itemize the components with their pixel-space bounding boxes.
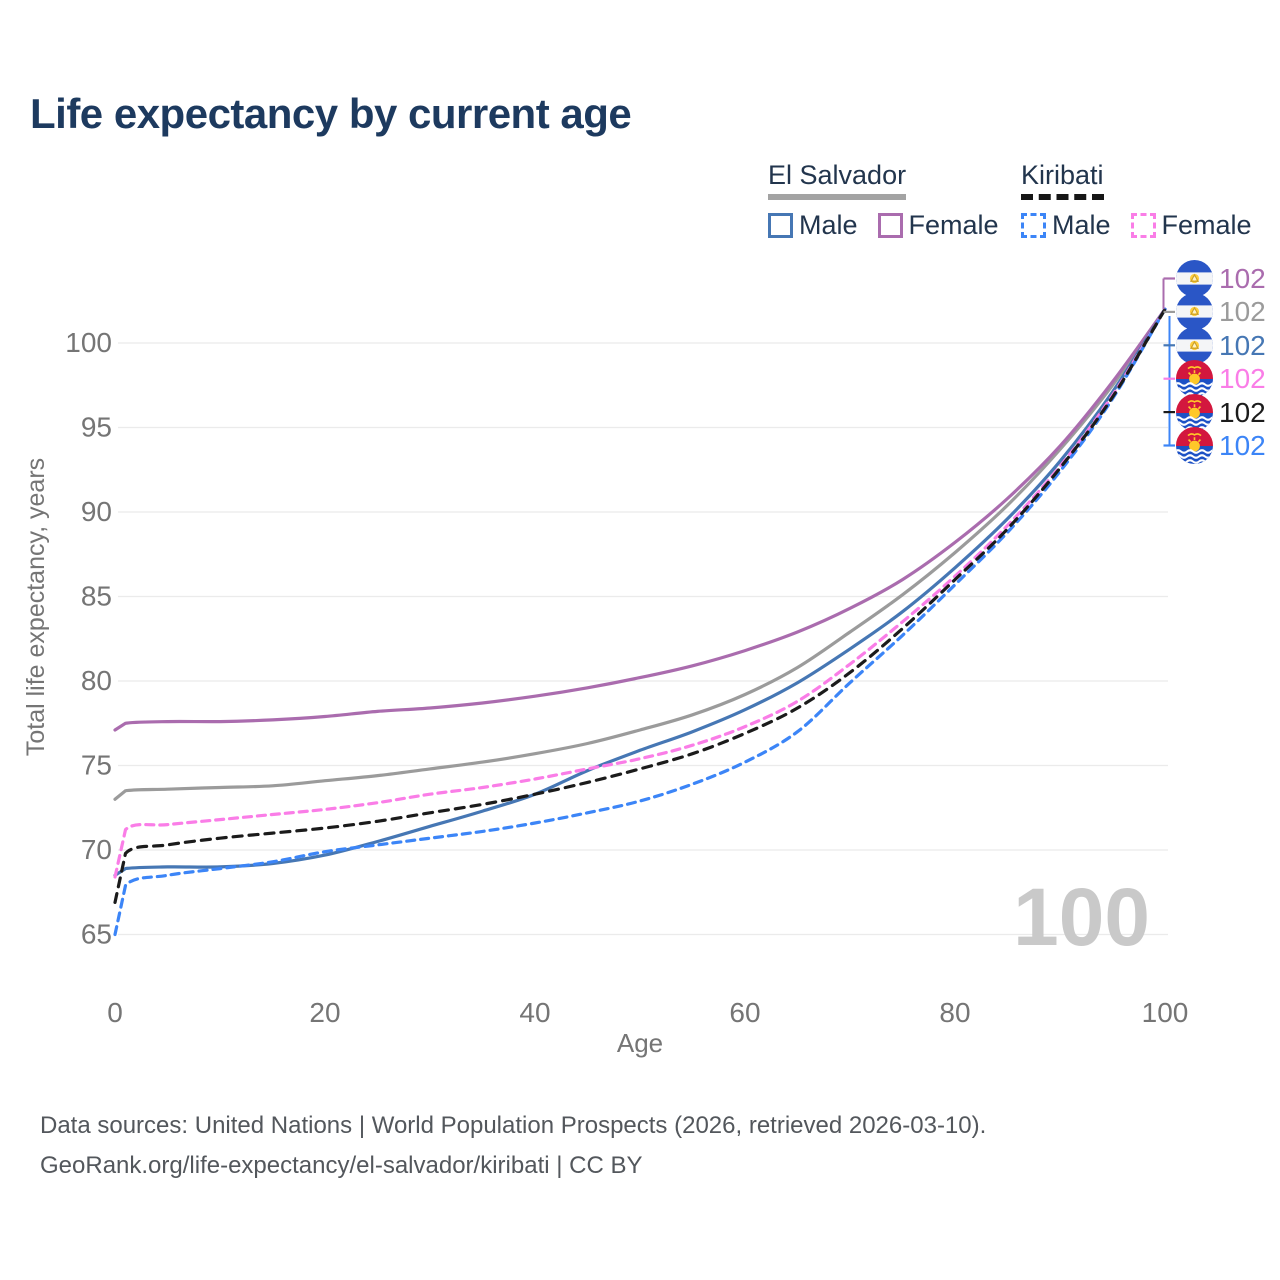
legend-group-el-salvador: El Salvador Male Female <box>768 160 999 241</box>
footer: Data sources: United Nations | World Pop… <box>40 1106 986 1186</box>
legend-group-kiribati: Kiribati Male Female <box>1021 160 1252 241</box>
legend-country-el-salvador: El Salvador <box>768 160 907 200</box>
legend-label: Male <box>799 210 858 240</box>
end-label-row: 102 <box>1176 326 1266 364</box>
end-value: 102 <box>1219 430 1266 461</box>
el-salvador-flag-icon <box>1176 260 1213 297</box>
footer-sources: Data sources: United Nations | World Pop… <box>40 1112 987 1139</box>
legend-item-kiribati-female[interactable]: Female <box>1130 210 1252 241</box>
age-watermark: 100 <box>1013 872 1150 963</box>
el-salvador-flag-icon <box>1176 293 1213 331</box>
end-label-row: 102 <box>1176 360 1266 398</box>
end-value: 102 <box>1219 329 1266 361</box>
y-tick-label: 70 <box>81 834 112 865</box>
end-label-row: 102 <box>1176 260 1266 297</box>
legend-label: Male <box>1052 210 1111 240</box>
legend-country-kiribati: Kiribati <box>1021 160 1104 200</box>
el-salvador-flag-icon <box>1176 326 1213 364</box>
y-tick-label: 95 <box>81 412 112 443</box>
y-tick-label: 75 <box>81 750 112 781</box>
kiribati-flag-icon <box>1176 427 1213 464</box>
legend-item-el-salvador-male[interactable]: Male <box>768 210 858 241</box>
kiribati-male-swatch <box>1021 213 1046 238</box>
kiribati-female-swatch <box>1130 213 1156 238</box>
x-tick-label: 80 <box>939 997 970 1028</box>
end-label-row: 102 <box>1176 427 1266 464</box>
end-label-row: 102 <box>1176 293 1266 331</box>
x-tick-label: 100 <box>1142 997 1189 1028</box>
legend-item-kiribati-male[interactable]: Male <box>1021 210 1111 241</box>
series-el-salvador-male <box>113 307 1167 877</box>
legend-item-el-salvador-female[interactable]: Female <box>877 210 999 241</box>
y-tick-label: 65 <box>81 919 112 950</box>
x-axis-title: Age <box>617 1028 663 1058</box>
page-title: Life expectancy by current age <box>30 90 632 137</box>
el-salvador-male-swatch <box>768 213 793 238</box>
x-tick-label: 60 <box>729 997 760 1028</box>
legend-label: Female <box>908 210 999 240</box>
x-tick-label: 20 <box>309 997 340 1028</box>
kiribati-flag-icon <box>1176 360 1213 398</box>
end-value: 102 <box>1219 263 1266 294</box>
end-value: 102 <box>1219 296 1266 328</box>
end-value: 102 <box>1219 363 1266 395</box>
footer-url: GeoRank.org/life-expectancy/el-salvador/… <box>40 1152 643 1179</box>
y-tick-label: 100 <box>65 327 112 358</box>
end-label-row: 102 <box>1176 393 1266 431</box>
x-tick-label: 0 <box>107 997 123 1028</box>
legend-label: Female <box>1161 210 1252 240</box>
y-tick-label: 90 <box>81 496 112 527</box>
y-axis-title: Total life expectancy, years <box>22 458 50 756</box>
el-salvador-female-swatch <box>877 213 903 238</box>
y-tick-label: 85 <box>81 581 112 612</box>
series-kiribati-female <box>113 307 1167 879</box>
series-el-salvador-female <box>113 307 1167 732</box>
series-kiribati-male <box>113 307 1167 937</box>
series-kiribati-both-sexes <box>113 307 1167 904</box>
x-tick-label: 40 <box>519 997 550 1028</box>
end-value: 102 <box>1219 396 1266 428</box>
series-el-salvador-both-sexes <box>113 307 1167 801</box>
kiribati-flag-icon <box>1176 393 1213 431</box>
y-tick-label: 80 <box>81 665 112 696</box>
